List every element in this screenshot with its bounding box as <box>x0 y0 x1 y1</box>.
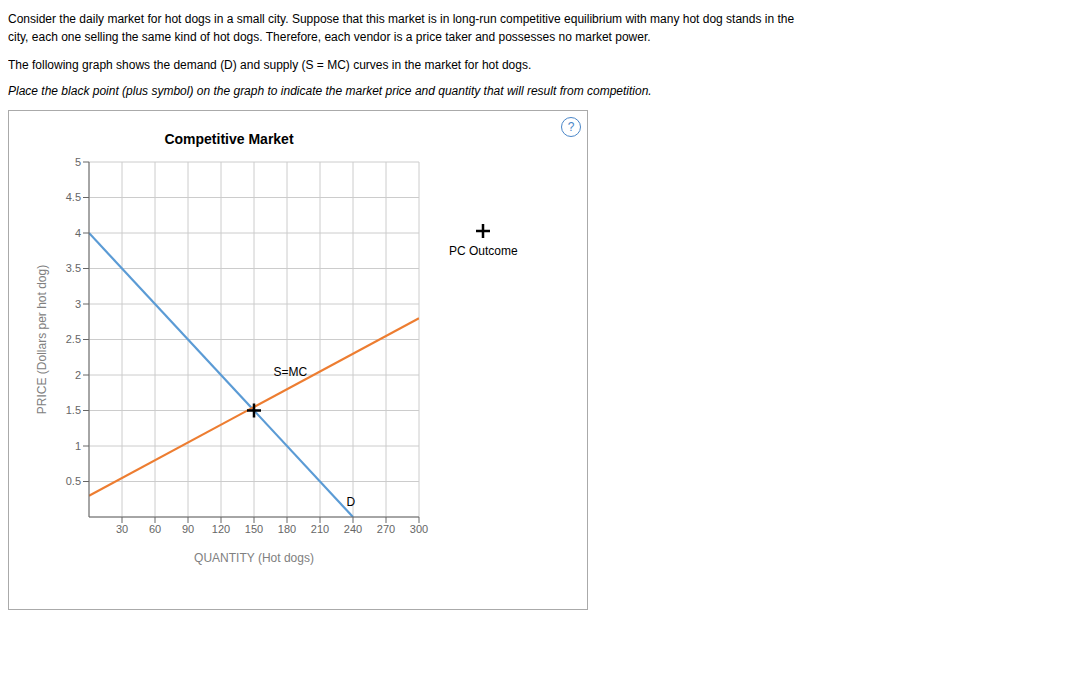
svg-text:D: D <box>346 495 355 509</box>
svg-text:1: 1 <box>75 440 81 452</box>
svg-text:5: 5 <box>75 156 81 168</box>
svg-text:3: 3 <box>75 298 81 310</box>
svg-text:90: 90 <box>182 523 194 535</box>
svg-text:270: 270 <box>377 523 395 535</box>
svg-text:300: 300 <box>410 523 428 535</box>
html-text:Place the black point (plus sy: Place the black point (plus symbol) on t… <box>8 84 652 98</box>
svg-text:180: 180 <box>278 523 296 535</box>
svg-text:120: 120 <box>212 523 230 535</box>
svg-text:2.5: 2.5 <box>66 333 81 345</box>
svg-text:210: 210 <box>311 523 329 535</box>
svg-text:S=MC: S=MC <box>273 365 307 379</box>
svg-text:240: 240 <box>344 523 362 535</box>
svg-text:QUANTITY (Hot dogs): QUANTITY (Hot dogs) <box>194 551 314 565</box>
svg-text:PRICE (Dollars per hot dog): PRICE (Dollars per hot dog) <box>35 265 49 414</box>
svg-text:4: 4 <box>75 227 81 239</box>
svg-text:3.5: 3.5 <box>66 262 81 274</box>
html-text:The following graph shows the: The following graph shows the demand (D)… <box>8 58 532 72</box>
svg-text:0.5: 0.5 <box>66 475 81 487</box>
svg-text:30: 30 <box>116 523 128 535</box>
html-text:Consider the daily market for: Consider the daily market for hot dogs i… <box>8 12 795 26</box>
svg-text:150: 150 <box>245 523 263 535</box>
svg-text:2: 2 <box>75 369 81 381</box>
svg-text:60: 60 <box>149 523 161 535</box>
html-text:Competitive Market: Competitive Market <box>164 131 294 147</box>
svg-text:1.5: 1.5 <box>66 404 81 416</box>
html-text:PC Outcome: PC Outcome <box>449 244 518 258</box>
html-text:city, each one selling the sam: city, each one selling the same kind of … <box>8 30 651 44</box>
svg-text:4.5: 4.5 <box>66 191 81 203</box>
